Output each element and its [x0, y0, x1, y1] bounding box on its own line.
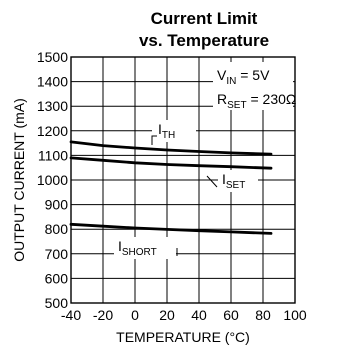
series-line-short: [69, 222, 273, 235]
series-label-short: ISHORT: [118, 238, 157, 258]
tick-labels: -40 -20 0 20 40 60 80 100 500 600 700 800 900 1000 110…: [37, 49, 307, 323]
y-tick-label: 1500: [37, 49, 68, 65]
x-tick-label: -40: [61, 307, 81, 323]
x-tick-label: -20: [93, 307, 113, 323]
plot-frame: [70, 56, 296, 304]
x-tick-label: 60: [223, 307, 239, 323]
series-label-th: ITH: [158, 121, 175, 141]
vin-annotation: VIN = 5V: [217, 67, 270, 87]
x-tick-label: 0: [131, 307, 139, 323]
series-label-background: [114, 237, 176, 259]
y-tick-label: 1300: [37, 98, 68, 114]
series-label-background: [152, 120, 196, 142]
y-tick-label: 900: [45, 197, 69, 213]
y-tick-label: 700: [45, 246, 69, 262]
leader-line: [206, 175, 218, 188]
chart-title-line2: vs. Temperature: [139, 31, 269, 50]
series-label-background: [218, 170, 258, 192]
x-tick-label: 100: [283, 307, 307, 323]
y-tick-label: 500: [45, 295, 69, 311]
x-tick-label: 80: [255, 307, 271, 323]
series-lines: [69, 140, 273, 235]
rset-annotation: RSET = 230Ω: [217, 91, 296, 111]
leader-line: [151, 135, 157, 145]
y-tick-label: 1400: [37, 74, 68, 90]
annotations: VIN = 5V RSET = 230Ω ITH ISET ISHORT: [114, 62, 296, 259]
x-tick-label: 20: [159, 307, 175, 323]
chart-title-line1: Current Limit: [151, 9, 258, 28]
y-tick-label: 1100: [38, 147, 68, 163]
y-tick-label: 1200: [37, 123, 68, 139]
series-line-set: [69, 156, 273, 170]
y-tick-label: 800: [45, 221, 69, 237]
x-tick-label: 40: [191, 307, 207, 323]
y-tick-label: 1000: [37, 172, 68, 188]
x-axis-label: TEMPERATURE (°C): [116, 329, 250, 345]
conditions-background: [213, 62, 293, 110]
y-tick-label: 600: [45, 270, 69, 286]
series-line-th: [69, 140, 273, 156]
y-axis-label: OUTPUT CURRENT (mA): [11, 98, 27, 262]
series-label-set: ISET: [222, 171, 245, 191]
